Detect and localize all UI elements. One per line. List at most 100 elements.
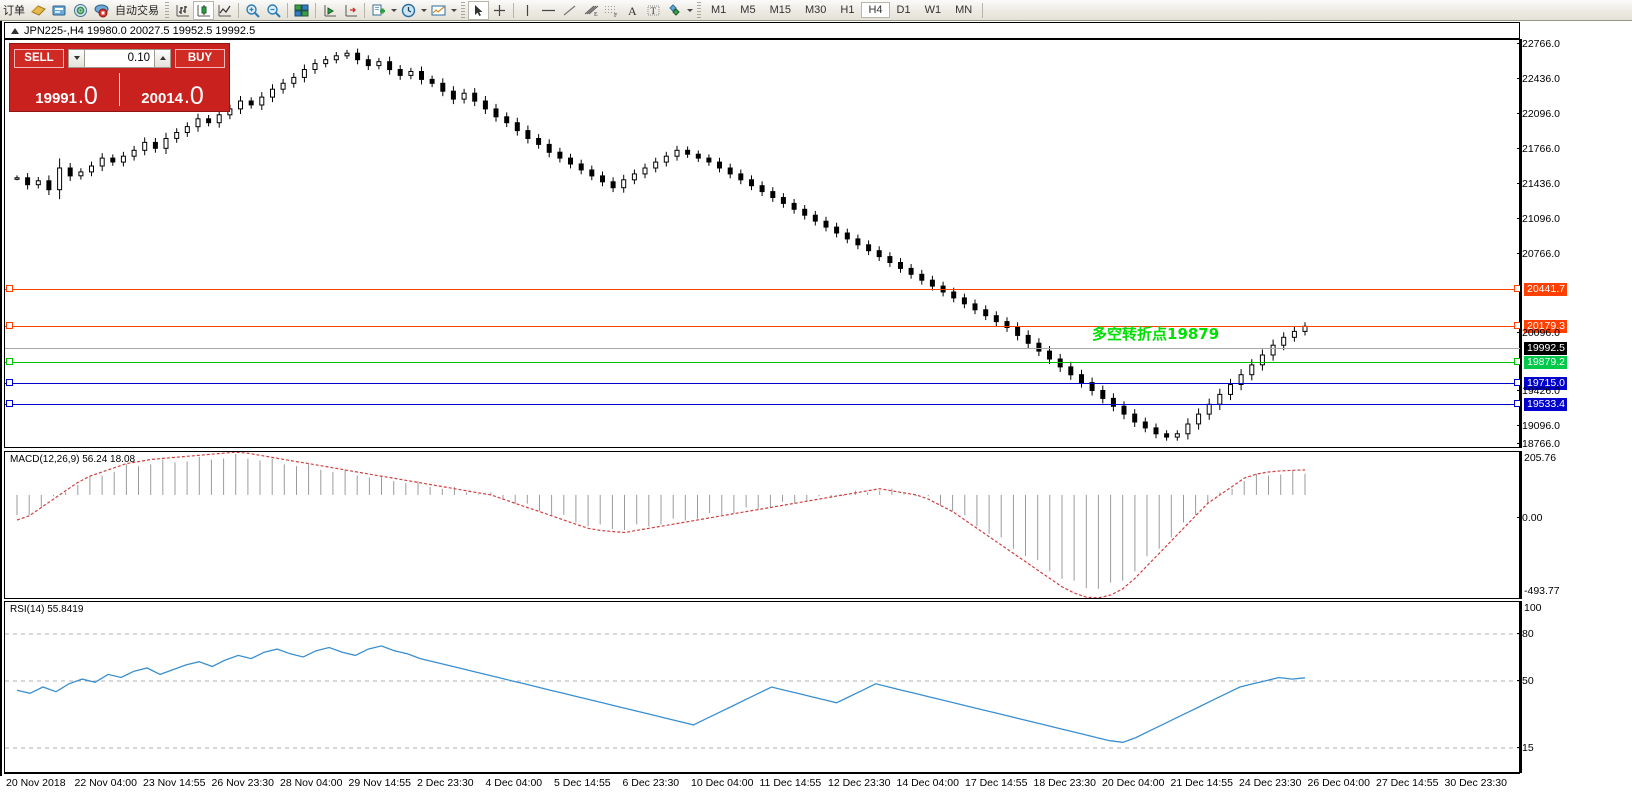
price-tick: 21766.0 <box>1517 143 1560 155</box>
timeframe-h1[interactable]: H1 <box>840 4 855 16</box>
time-tick: 28 Nov 04:00 <box>280 777 343 789</box>
navigator-icon[interactable] <box>70 1 91 20</box>
macd-chart-svg <box>16 452 1306 598</box>
buy-button[interactable]: BUY <box>175 48 225 68</box>
timeframe-w1[interactable]: W1 <box>924 4 942 16</box>
time-tick: 6 Dec 23:30 <box>622 777 680 789</box>
pivot-line[interactable] <box>5 361 1520 363</box>
macd-pane[interactable]: MACD(12,26,9) 56.24 18.08 <box>4 451 1520 599</box>
sell-price-decimal: 0 <box>83 82 98 110</box>
toolbar-separator <box>238 2 239 18</box>
label-icon[interactable]: T <box>643 1 664 20</box>
chart-title-bar[interactable]: JPN225-,H4 19980.0 20027.5 19952.5 19992… <box>4 22 1520 39</box>
chart-expand-icon[interactable] <box>11 27 19 34</box>
macd-scale[interactable]: 205.76 0.00 -493.77 <box>1516 451 1632 599</box>
bar-chart-icon[interactable] <box>172 1 193 20</box>
line-chart-icon[interactable] <box>214 1 235 20</box>
support-line-2-handle-left[interactable] <box>6 400 13 407</box>
terminal-icon[interactable] <box>49 1 70 20</box>
volume-increase-button[interactable] <box>154 48 171 68</box>
indicators-icon[interactable] <box>368 1 389 20</box>
timeframe-h4[interactable]: H4 <box>861 2 890 18</box>
equidistant-channel-icon[interactable]: F <box>601 1 622 20</box>
volume-decrease-button[interactable] <box>68 48 85 68</box>
time-tick: 20 Dec 04:00 <box>1102 777 1165 789</box>
trendline-icon[interactable] <box>559 1 580 20</box>
new-order-icon[interactable] <box>28 1 49 20</box>
time-tick: 22 Nov 04:00 <box>74 777 137 789</box>
timeframe-m30[interactable]: M30 <box>804 4 827 16</box>
chart-shift-icon[interactable] <box>340 1 361 20</box>
price-pane[interactable] <box>4 39 1520 448</box>
resistance-line-1-handle-left[interactable] <box>6 285 13 292</box>
tile-windows-icon[interactable] <box>291 1 312 20</box>
text-icon[interactable]: A <box>622 1 643 20</box>
toolbar-grip[interactable] <box>164 2 170 18</box>
timeframe-m15[interactable]: M15 <box>769 4 791 16</box>
templates-dropdown-arrow[interactable] <box>449 1 458 20</box>
zoom-in-icon[interactable] <box>242 1 263 20</box>
templates-icon[interactable] <box>428 1 449 20</box>
buy-price-integer: 20014 <box>141 90 183 107</box>
toolbar-grip[interactable] <box>696 2 702 18</box>
rsi-axis-line <box>1520 601 1522 773</box>
svg-text:E: E <box>594 12 598 18</box>
rsi-scale[interactable]: 100 80 50 15 <box>1517 601 1632 773</box>
toolbar-separator <box>982 2 984 18</box>
price-tick: 21436.0 <box>1517 178 1560 190</box>
current-price-line <box>5 347 1520 349</box>
cursor-icon[interactable] <box>468 0 489 20</box>
price-scale[interactable]: 22766.0 22436.0 22096.0 21766.0 21436.0 … <box>1517 38 1632 448</box>
timeframe-m5[interactable]: M5 <box>740 4 756 16</box>
auto-scroll-icon[interactable] <box>319 1 340 20</box>
indicators-dropdown-arrow[interactable] <box>389 1 398 20</box>
zoom-out-icon[interactable] <box>263 1 284 20</box>
support-line-1-label[interactable]: 19715.0 <box>1524 377 1567 390</box>
objects-icon[interactable] <box>664 1 685 20</box>
support-line-2[interactable] <box>5 403 1520 405</box>
volume-input[interactable]: 0.10 <box>85 48 154 68</box>
support-line-1[interactable] <box>5 382 1520 384</box>
toolbar-grip[interactable] <box>460 2 466 18</box>
price-chart-svg <box>14 48 1308 441</box>
one-click-trading-panel[interactable]: SELL 0.10 BUY 19991 . 0 20014 . 0 <box>9 43 230 112</box>
resistance-line-2-label[interactable]: 20179.3 <box>1524 320 1567 333</box>
timeframe-m1[interactable]: M1 <box>711 4 727 16</box>
objects-dropdown-arrow[interactable] <box>685 1 694 20</box>
pivot-line-label[interactable]: 19879.2 <box>1524 356 1567 369</box>
periods-dropdown-arrow[interactable] <box>419 1 428 20</box>
vertical-line-icon[interactable] <box>517 1 538 20</box>
crosshair-icon[interactable] <box>489 1 510 20</box>
timeframe-d1[interactable]: D1 <box>896 4 911 16</box>
time-tick: 11 Dec 14:55 <box>759 777 822 789</box>
chart-window: JPN225-,H4 19980.0 20027.5 19952.5 19992… <box>0 21 1632 789</box>
volume-stepper[interactable]: 0.10 <box>68 48 171 68</box>
sell-button[interactable]: SELL <box>14 48 64 68</box>
macd-axis-line <box>1520 451 1522 599</box>
support-line-2-label[interactable]: 19533.4 <box>1524 398 1567 411</box>
time-axis[interactable]: 20 Nov 2018 22 Nov 04:00 23 Nov 14:55 26 No… <box>4 773 1520 793</box>
orders-label[interactable]: 订单 <box>3 5 25 17</box>
buy-price[interactable]: 20014 . 0 <box>120 69 225 109</box>
resistance-line-1[interactable] <box>5 288 1520 290</box>
strategy-tester-icon[interactable] <box>91 1 112 20</box>
horizontal-line-icon[interactable] <box>538 1 559 20</box>
resistance-line-1-label[interactable]: 20441.7 <box>1524 283 1567 296</box>
rsi-tick: 50 <box>1517 675 1534 687</box>
auto-trading-button[interactable]: 自动交易 <box>115 5 159 17</box>
timeframe-mn[interactable]: MN <box>955 4 973 16</box>
price-tick: 22766.0 <box>1517 38 1560 50</box>
candlestick-chart-icon[interactable] <box>193 0 214 20</box>
price-tick: 19426.0 <box>1517 385 1560 397</box>
sell-price[interactable]: 19991 . 0 <box>14 69 119 110</box>
resistance-line-2-handle-left[interactable] <box>6 322 13 329</box>
toolbar-separator <box>315 2 316 18</box>
rsi-pane[interactable]: RSI(14) 55.8419 <box>4 601 1520 773</box>
resistance-line-2[interactable] <box>5 325 1520 327</box>
chart-annotation-text[interactable]: 多空转折点19879 <box>1092 325 1220 343</box>
pivot-line-handle-left[interactable] <box>6 358 13 365</box>
price-axis-line <box>1520 39 1522 448</box>
periods-icon[interactable] <box>398 1 419 20</box>
fibonacci-icon[interactable]: E <box>580 1 601 20</box>
support-line-1-handle-left[interactable] <box>6 379 13 386</box>
